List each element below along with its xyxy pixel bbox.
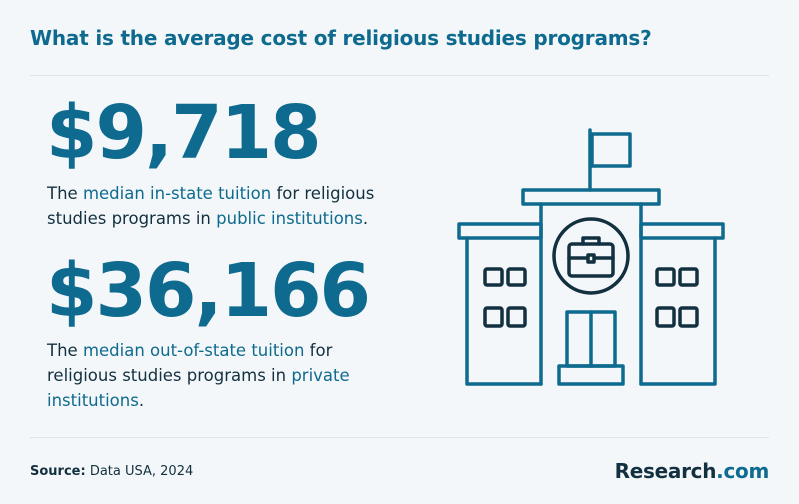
source-text: Data USA, 2024 — [85, 464, 194, 479]
desc-text: . — [138, 391, 145, 410]
desc-text: The — [47, 184, 83, 203]
page-title: What is the average cost of religious st… — [30, 26, 652, 50]
source-note: Source: Data USA, 2024 — [30, 464, 193, 479]
desc-text: . — [362, 209, 369, 228]
brand-tld: .com — [716, 459, 769, 483]
stat-value-in-state: $9,718 — [46, 90, 322, 176]
flag-icon — [588, 128, 632, 192]
stat-description-in-state: The median in-state tuition for religiou… — [47, 181, 407, 231]
desc-highlight: median out-of-state tuition — [82, 341, 305, 360]
source-label: Source: — [30, 464, 86, 479]
brand-logo: Research.com — [614, 459, 770, 483]
top-divider — [30, 75, 769, 76]
brand-name: Research — [614, 459, 717, 483]
briefcase-icon — [552, 217, 630, 295]
desc-text: The — [47, 341, 83, 360]
desc-highlight: public institutions — [216, 209, 363, 228]
stat-description-out-of-state: The median out-of-state tuition for reli… — [47, 338, 407, 413]
school-building-icon — [457, 128, 725, 386]
desc-text: for religious studies programs in — [47, 184, 375, 228]
desc-highlight: median in-state tuition — [82, 184, 272, 203]
stat-value-out-of-state: $36,166 — [46, 248, 371, 334]
desc-text: for religious studies programs in — [47, 341, 333, 385]
bottom-divider — [30, 437, 769, 438]
desc-highlight: private institutions — [47, 366, 350, 410]
